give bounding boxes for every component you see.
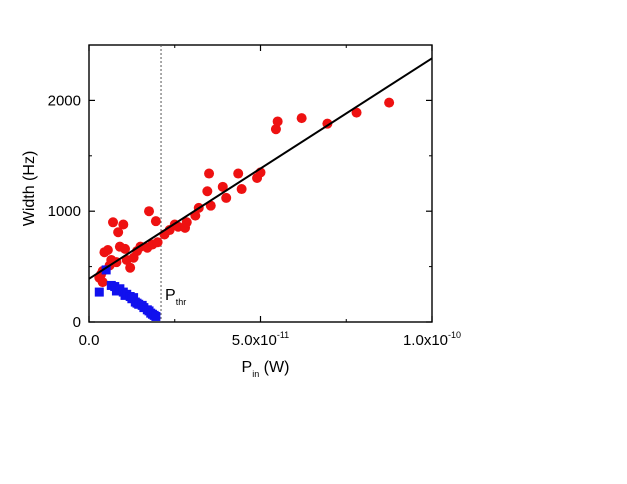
data-point-circle	[351, 107, 362, 118]
threshold-label: Pthr	[165, 287, 186, 307]
y-tick-label: 1000	[48, 203, 81, 220]
data-point-circle	[270, 124, 281, 135]
y-tick-label: 2000	[48, 92, 81, 109]
data-point-circle	[296, 113, 307, 124]
series-1	[94, 265, 161, 321]
data-point-circle	[150, 216, 161, 227]
data-point-circle	[152, 237, 163, 248]
data-point-circle	[204, 168, 215, 179]
data-point-circle	[236, 184, 247, 195]
data-point-square	[151, 311, 161, 321]
axes-layer	[88, 45, 433, 323]
x-axis-label: Pin (W)	[242, 359, 290, 379]
data-point-circle	[125, 262, 136, 273]
data-point-circle	[202, 186, 213, 197]
data-point-square	[94, 287, 104, 297]
fit-line	[88, 57, 433, 280]
fit-layer	[88, 57, 433, 280]
data-point-circle	[217, 181, 228, 192]
data-point-circle	[144, 206, 155, 217]
data-point-circle	[272, 116, 283, 127]
data-point-circle	[113, 227, 124, 238]
series-0	[94, 97, 395, 288]
data-point-circle	[181, 217, 192, 228]
labels-layer: 0 1000 2000 0.0 5.0x10-11 1.0x10-10 Pthr Pin (W…	[21, 92, 461, 379]
data-point-circle	[102, 244, 113, 255]
data-point-circle	[118, 219, 129, 230]
data-point-square	[101, 265, 111, 275]
y-tick-label: 0	[73, 314, 81, 331]
plot-frame	[88, 44, 433, 323]
data-point-circle	[233, 168, 244, 179]
data-point-circle	[120, 243, 131, 254]
x-tick-label: 1.0x10-10	[403, 330, 461, 349]
data-point-circle	[384, 97, 395, 108]
y-axis-label: Width (Hz)	[21, 151, 38, 227]
plot-border	[88, 44, 433, 323]
data-point-circle	[108, 217, 119, 228]
series-layer	[94, 97, 395, 321]
x-tick-label: 0.0	[79, 332, 100, 349]
data-point-circle	[221, 192, 232, 203]
data-point-circle	[97, 277, 108, 288]
x-tick-label: 5.0x10-11	[232, 330, 289, 349]
